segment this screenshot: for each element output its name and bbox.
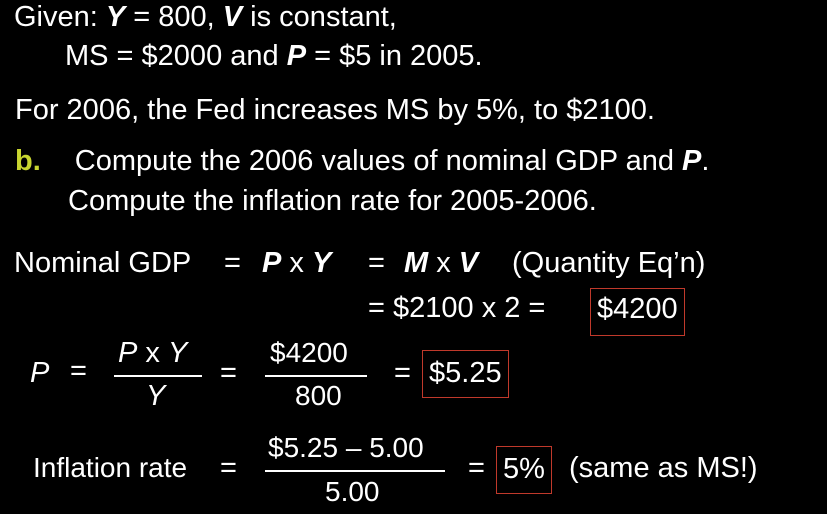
- given-line-1: Given: Y = 800, V is constant,: [14, 1, 397, 34]
- part-b-text: Compute the 2006 values of nominal GDP a…: [74, 145, 683, 177]
- part-b-line-1: b. Compute the 2006 values of nominal GDP…: [15, 145, 709, 178]
- inflation-equals-1: =: [220, 452, 237, 484]
- fraction-line: [114, 375, 202, 377]
- var-M: M: [404, 247, 429, 279]
- var-P: P: [286, 40, 307, 72]
- given-line-2: MS = $2000 and P = $5 in 2005.: [65, 40, 483, 73]
- gdp-calculation: = $2100 x 2 =: [368, 292, 546, 324]
- price-denominator: Y: [146, 380, 166, 412]
- var-P: P: [682, 145, 702, 177]
- times-sign: x: [281, 247, 312, 279]
- inflation-numerator: $5.25 – 5.00: [268, 432, 424, 463]
- inflation-note: (same as MS!): [569, 452, 758, 484]
- price-numerator-2: $4200: [270, 337, 348, 368]
- inflation-result-box: 5%: [496, 446, 552, 494]
- gdp-label: Nominal GDP: [14, 247, 192, 279]
- quantity-eq-note: (Quantity Eq’n): [512, 247, 706, 279]
- gdp-MxV: M x V: [404, 247, 478, 280]
- price-P: P: [30, 357, 49, 390]
- given-ms-text: MS = $2000 and: [65, 40, 287, 72]
- price-equals-1: =: [70, 355, 87, 387]
- given-P-text: = $5 in 2005.: [306, 40, 483, 72]
- price-result-box: $5.25: [422, 350, 509, 398]
- part-b-label: b.: [15, 145, 41, 177]
- part-b-period: .: [701, 145, 710, 177]
- times-sign: x: [137, 337, 168, 369]
- var-P: P: [118, 337, 138, 369]
- inflation-equals-2: =: [468, 452, 485, 484]
- gdp-PxY: P x Y: [262, 247, 331, 280]
- var-Y: Y: [105, 1, 126, 33]
- fed-statement: For 2006, the Fed increases MS by 5%, to…: [15, 94, 655, 126]
- var-P: P: [262, 247, 282, 279]
- given-prefix: Given:: [14, 1, 106, 33]
- price-numerator: P x Y: [118, 337, 187, 370]
- inflation-label: Inflation rate: [33, 452, 188, 483]
- gdp-equals-1: =: [224, 247, 241, 279]
- var-Y: Y: [167, 337, 188, 369]
- gdp-result-box: $4200: [590, 288, 685, 336]
- fraction-line: [265, 470, 445, 472]
- var-P: P: [30, 357, 50, 389]
- inflation-denominator: 5.00: [325, 476, 380, 507]
- given-V-text: is constant,: [242, 1, 397, 33]
- fraction-line: [265, 375, 367, 377]
- price-equals-2: =: [220, 357, 237, 389]
- times-sign: x: [428, 247, 459, 279]
- gdp-equals-2: =: [368, 247, 385, 279]
- price-equals-3: =: [394, 357, 411, 389]
- var-V: V: [458, 247, 479, 279]
- var-V: V: [222, 1, 243, 33]
- price-denominator-2: 800: [295, 380, 342, 411]
- given-Y-value: = 800,: [125, 1, 223, 33]
- var-Y: Y: [311, 247, 332, 279]
- part-b-line-2: Compute the inflation rate for 2005-2006…: [68, 185, 597, 217]
